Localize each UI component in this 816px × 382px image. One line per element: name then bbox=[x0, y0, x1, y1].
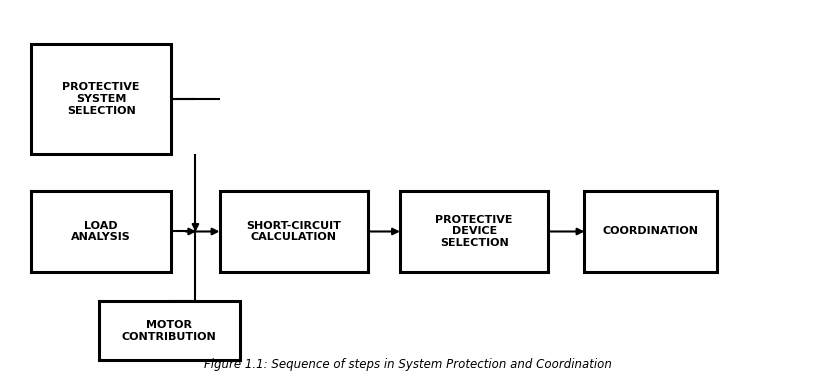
Bar bbox=[100, 301, 240, 360]
Bar bbox=[400, 191, 548, 272]
Bar bbox=[31, 44, 171, 154]
Text: SHORT-CIRCUIT
CALCULATION: SHORT-CIRCUIT CALCULATION bbox=[246, 221, 341, 242]
Text: LOAD
ANALYSIS: LOAD ANALYSIS bbox=[71, 221, 131, 242]
Text: MOTOR
CONTRIBUTION: MOTOR CONTRIBUTION bbox=[122, 320, 217, 342]
Text: PROTECTIVE
SYSTEM
SELECTION: PROTECTIVE SYSTEM SELECTION bbox=[63, 83, 140, 116]
Text: Figure 1.1: Sequence of steps in System Protection and Coordination: Figure 1.1: Sequence of steps in System … bbox=[204, 358, 612, 371]
Bar bbox=[220, 191, 368, 272]
Bar bbox=[584, 191, 716, 272]
Bar bbox=[31, 191, 171, 272]
Text: PROTECTIVE
DEVICE
SELECTION: PROTECTIVE DEVICE SELECTION bbox=[436, 215, 513, 248]
Text: COORDINATION: COORDINATION bbox=[603, 227, 698, 236]
